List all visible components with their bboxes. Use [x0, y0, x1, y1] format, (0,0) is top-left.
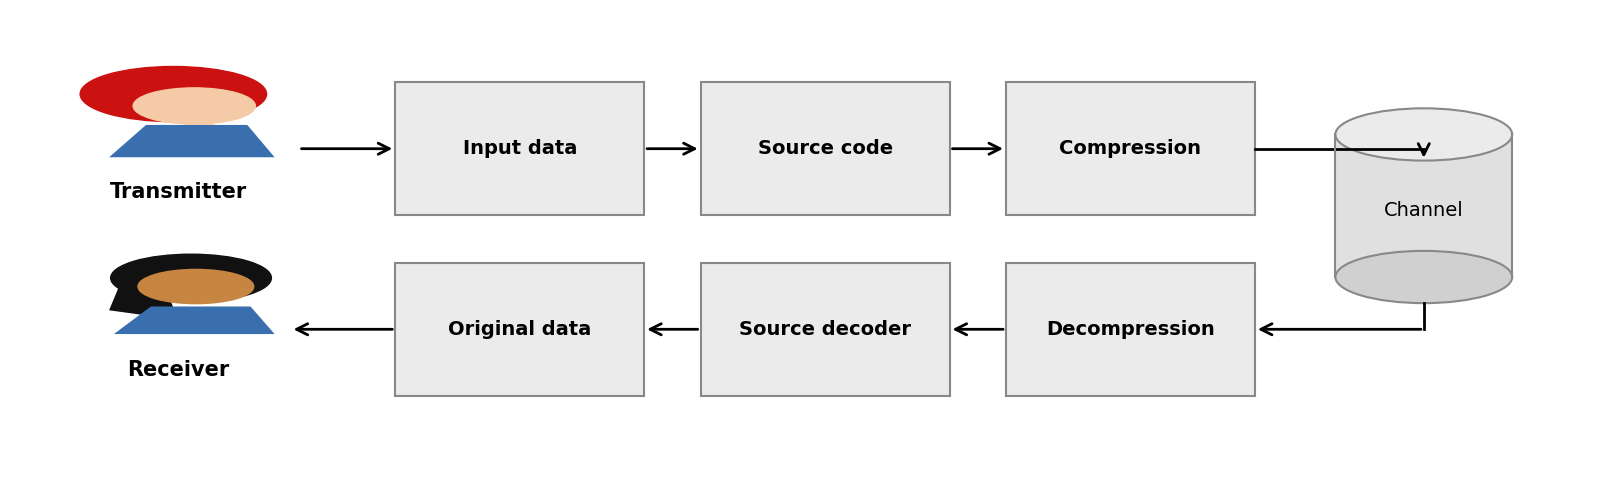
Circle shape [80, 66, 267, 121]
FancyBboxPatch shape [1006, 82, 1256, 215]
FancyBboxPatch shape [394, 82, 644, 215]
Text: Receiver: Receiver [127, 360, 229, 380]
FancyBboxPatch shape [700, 263, 950, 396]
Circle shape [134, 88, 256, 124]
Ellipse shape [1335, 109, 1512, 161]
Text: Compression: Compression [1059, 139, 1201, 158]
Text: Source code: Source code [758, 139, 892, 158]
Polygon shape [114, 306, 275, 334]
Text: Source decoder: Source decoder [739, 320, 911, 339]
Ellipse shape [1335, 251, 1512, 303]
Text: Decompression: Decompression [1046, 320, 1216, 339]
FancyBboxPatch shape [394, 263, 644, 396]
Text: Channel: Channel [1385, 201, 1463, 220]
FancyBboxPatch shape [700, 82, 950, 215]
Polygon shape [1335, 134, 1512, 277]
Polygon shape [184, 117, 216, 125]
Text: Transmitter: Transmitter [109, 182, 246, 202]
Polygon shape [109, 125, 275, 157]
Polygon shape [182, 116, 206, 124]
Circle shape [138, 270, 254, 304]
FancyBboxPatch shape [1006, 263, 1256, 396]
Text: Input data: Input data [462, 139, 576, 158]
Text: Original data: Original data [448, 320, 591, 339]
Polygon shape [109, 280, 179, 320]
Circle shape [111, 254, 272, 302]
